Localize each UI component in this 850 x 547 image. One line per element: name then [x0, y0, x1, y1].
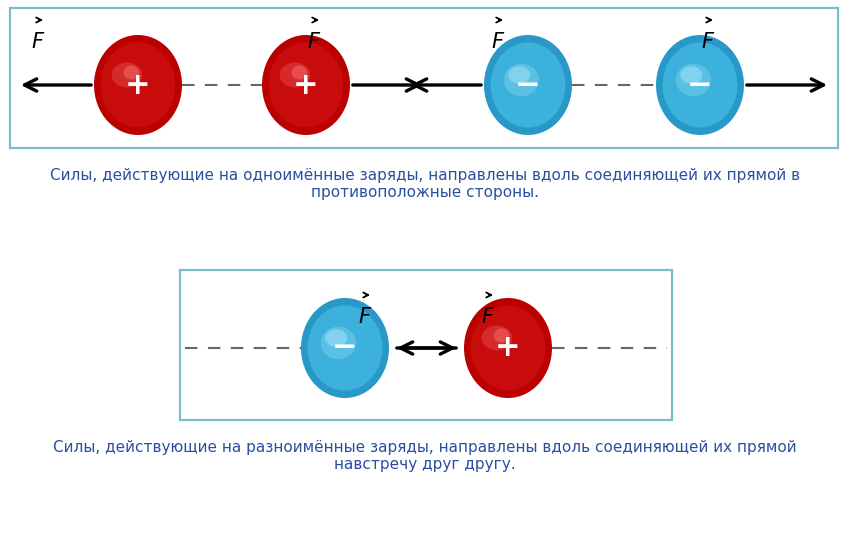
Ellipse shape [676, 64, 711, 96]
Text: $F$: $F$ [358, 307, 372, 327]
Ellipse shape [663, 43, 738, 127]
Ellipse shape [301, 298, 389, 398]
Ellipse shape [508, 66, 530, 84]
Ellipse shape [464, 298, 552, 398]
Ellipse shape [94, 35, 182, 135]
Ellipse shape [490, 43, 565, 127]
Ellipse shape [680, 66, 702, 84]
Ellipse shape [280, 62, 310, 88]
Ellipse shape [320, 327, 356, 359]
Ellipse shape [292, 66, 307, 79]
Text: +: + [496, 334, 521, 363]
Text: $F$: $F$ [701, 32, 715, 52]
Ellipse shape [484, 35, 572, 135]
Ellipse shape [111, 62, 143, 88]
Text: +: + [125, 71, 150, 100]
Ellipse shape [269, 43, 343, 127]
Text: $F$: $F$ [481, 307, 495, 327]
Ellipse shape [482, 325, 513, 351]
Text: −: − [515, 71, 541, 100]
Bar [180, 270, 672, 420]
Ellipse shape [471, 306, 546, 391]
Text: +: + [293, 71, 319, 100]
Text: Силы, действующие на одноимённые заряды, направлены вдоль соединяющей их прямой : Силы, действующие на одноимённые заряды,… [50, 168, 800, 200]
Ellipse shape [262, 35, 350, 135]
Ellipse shape [656, 35, 744, 135]
Text: $F$: $F$ [31, 32, 45, 52]
Ellipse shape [494, 329, 509, 342]
Ellipse shape [504, 64, 539, 96]
Text: $F$: $F$ [490, 32, 505, 52]
Text: −: − [688, 71, 713, 100]
Text: −: − [332, 334, 358, 363]
Ellipse shape [124, 66, 139, 79]
Text: Силы, действующие на разноимённые заряды, направлены вдоль соединяющей их прямой: Силы, действующие на разноимённые заряды… [54, 440, 796, 473]
Ellipse shape [100, 43, 175, 127]
Bar [10, 8, 838, 148]
Ellipse shape [326, 329, 347, 347]
Text: $F$: $F$ [307, 32, 321, 52]
Ellipse shape [308, 306, 382, 391]
